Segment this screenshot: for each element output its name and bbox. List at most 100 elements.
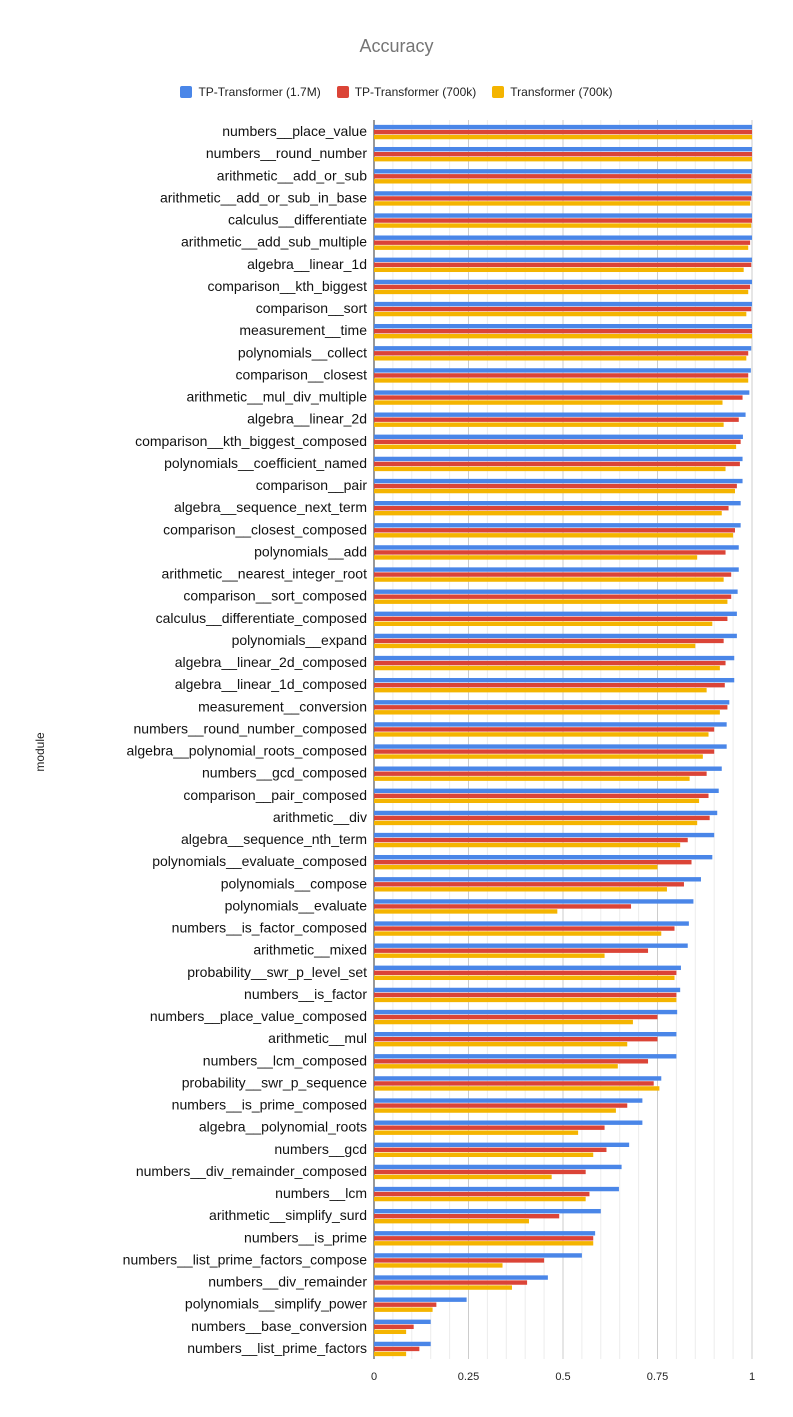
category-label: measurement__time	[239, 322, 367, 338]
category-label: polynomials__collect	[238, 344, 367, 360]
category-label: polynomials__evaluate_composed	[152, 853, 367, 869]
bar	[374, 174, 752, 179]
bar	[374, 1346, 420, 1352]
category-label: numbers__is_prime	[244, 1229, 367, 1245]
bar	[374, 611, 737, 617]
bar	[374, 333, 752, 339]
category-label: polynomials__evaluate	[225, 897, 368, 913]
bar	[374, 240, 751, 245]
bar	[374, 643, 696, 649]
bar	[374, 599, 728, 604]
bar	[374, 1086, 660, 1091]
bar	[374, 1307, 433, 1312]
bar	[374, 439, 741, 445]
bar	[374, 854, 713, 860]
bar	[374, 732, 709, 737]
bar	[374, 882, 684, 887]
category-label: polynomials__simplify_power	[185, 1296, 367, 1312]
bar	[374, 638, 724, 644]
bar	[374, 422, 724, 427]
bar	[374, 864, 658, 870]
category-label: numbers__round_number	[206, 145, 367, 161]
bar	[374, 1125, 605, 1130]
legend-label: TP-Transformer (1.7M)	[198, 85, 321, 99]
category-label: probability__swr_p_sequence	[182, 1074, 367, 1090]
bar	[374, 1285, 512, 1290]
bar	[374, 837, 688, 843]
bar	[374, 1218, 529, 1224]
bar	[374, 744, 727, 749]
category-label: comparison__closest_composed	[163, 521, 367, 537]
bar	[374, 589, 738, 594]
bar	[374, 1280, 528, 1285]
bar	[374, 815, 710, 821]
category-label: algebra__sequence_nth_term	[181, 831, 367, 847]
category-label: numbers__gcd_composed	[202, 765, 367, 781]
category-label: comparison__kth_biggest	[207, 278, 367, 294]
category-label: numbers__round_number_composed	[134, 720, 367, 736]
category-label: arithmetic__mul_div_multiple	[186, 389, 367, 405]
bar	[374, 633, 737, 639]
bar	[374, 1329, 407, 1335]
bar	[374, 727, 715, 732]
bar	[374, 948, 649, 953]
category-label: probability__swr_p_level_set	[187, 964, 367, 980]
bar	[374, 1191, 590, 1197]
bar	[374, 1041, 628, 1047]
bar	[374, 655, 735, 661]
bar	[374, 1108, 616, 1113]
bar	[374, 301, 752, 307]
bar	[374, 766, 722, 771]
bar	[374, 921, 689, 926]
bar	[374, 1031, 677, 1037]
bar	[374, 456, 743, 462]
bar	[374, 1059, 649, 1064]
bar	[374, 1081, 654, 1086]
category-label: comparison__kth_biggest_composed	[135, 433, 367, 449]
category-label: polynomials__add	[254, 543, 367, 559]
category-label: calculus__differentiate	[228, 212, 367, 228]
bar	[374, 1275, 548, 1280]
bar	[374, 1351, 407, 1357]
bar	[374, 660, 726, 666]
bar	[374, 1258, 545, 1263]
bar	[374, 810, 718, 816]
bar	[374, 904, 632, 909]
x-tick-label: 0.75	[647, 1371, 668, 1383]
category-label: numbers__div_remainder	[208, 1274, 367, 1290]
bar	[374, 1014, 658, 1020]
bar	[374, 909, 558, 914]
bar	[374, 722, 727, 727]
bar	[374, 545, 739, 550]
bar	[374, 926, 675, 931]
x-tick-label: 0.5	[555, 1371, 570, 1383]
bar	[374, 156, 752, 162]
bar	[374, 997, 677, 1003]
bar	[374, 235, 752, 240]
bar	[374, 279, 752, 285]
bar	[374, 223, 752, 228]
category-label: arithmetic__add_or_sub_in_base	[160, 189, 367, 205]
category-label: arithmetic__add_sub_multiple	[181, 234, 367, 250]
bar	[374, 1009, 678, 1015]
bar	[374, 887, 667, 892]
legend-swatch	[492, 86, 505, 98]
bar	[374, 975, 675, 981]
bar	[374, 218, 752, 223]
bar	[374, 378, 749, 383]
bar	[374, 328, 752, 334]
bar	[374, 356, 747, 361]
bar	[374, 1103, 628, 1108]
bar	[374, 572, 732, 577]
bar	[374, 682, 725, 688]
bar	[374, 1164, 622, 1170]
bar	[374, 788, 719, 794]
bar	[374, 444, 737, 450]
bar	[374, 1152, 594, 1158]
category-label: comparison__sort_composed	[183, 588, 367, 604]
category-label: polynomials__expand	[232, 632, 367, 648]
bar	[374, 1142, 630, 1148]
bar	[374, 820, 698, 826]
category-label: arithmetic__mixed	[253, 942, 367, 958]
